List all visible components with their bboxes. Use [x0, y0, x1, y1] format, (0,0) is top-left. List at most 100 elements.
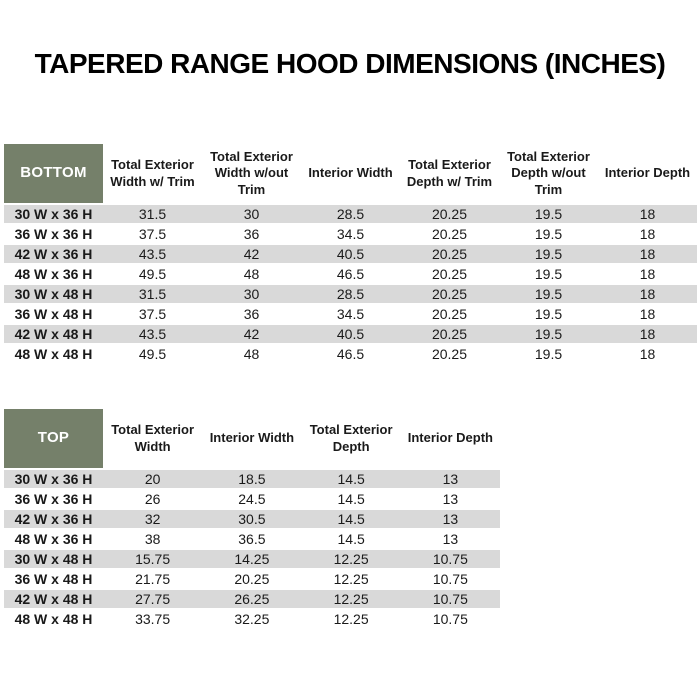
table-row: 48 W x 36 H 38 36.5 14.5 13: [4, 529, 500, 550]
dimension-value: 31.5: [103, 284, 202, 305]
dimension-value: 20.25: [400, 324, 499, 345]
dimension-value: 18: [598, 344, 697, 365]
column-header: Interior Depth: [598, 144, 697, 205]
top-dimensions-table: TOP Total Exterior Width Interior Width To…: [4, 409, 500, 630]
dimension-value: 18: [598, 264, 697, 285]
column-header: Total Exterior Width w/out Trim: [202, 144, 301, 205]
dimension-value: 24.5: [202, 489, 302, 510]
table-row: 42 W x 36 H 32 30.5 14.5 13: [4, 509, 500, 530]
top-header-row: TOP Total Exterior Width Interior Width To…: [4, 409, 500, 470]
dimension-value: 10.75: [400, 549, 500, 570]
dimension-value: 18.5: [202, 469, 302, 490]
dimension-value: 18: [598, 224, 697, 245]
dimension-value: 32.25: [202, 609, 302, 630]
dimension-value: 49.5: [103, 264, 202, 285]
column-header: Interior Width: [301, 144, 400, 205]
dimension-value: 19.5: [499, 324, 598, 345]
dimension-value: 32: [103, 509, 203, 530]
dimension-value: 37.5: [103, 224, 202, 245]
dimension-value: 18: [598, 324, 697, 345]
dimension-value: 30: [202, 284, 301, 305]
dimension-value: 13: [400, 509, 500, 530]
dimension-value: 31.5: [103, 204, 202, 225]
size-label: 30 W x 36 H: [4, 204, 103, 225]
top-table-label: TOP: [4, 409, 103, 470]
table-row: 30 W x 36 H 20 18.5 14.5 13: [4, 469, 500, 490]
page-title: TAPERED RANGE HOOD DIMENSIONS (INCHES): [34, 48, 666, 79]
bottom-table-body: 30 W x 36 H 31.5 30 28.5 20.25 19.5 18 36 W x 3…: [4, 204, 697, 365]
column-header: Total Exterior Depth w/ Trim: [400, 144, 499, 205]
size-label: 48 W x 48 H: [4, 609, 103, 630]
bottom-table-label: BOTTOM: [4, 144, 103, 205]
dimension-value: 28.5: [301, 284, 400, 305]
size-label: 36 W x 48 H: [4, 569, 103, 590]
dimension-value: 42: [202, 324, 301, 345]
table-row: 42 W x 36 H 43.5 42 40.5 20.25 19.5 18: [4, 244, 697, 265]
dimension-value: 49.5: [103, 344, 202, 365]
dimension-value: 40.5: [301, 324, 400, 345]
dimension-value: 43.5: [103, 324, 202, 345]
dimension-value: 19.5: [499, 244, 598, 265]
dimension-value: 34.5: [301, 304, 400, 325]
dimension-value: 20.25: [400, 284, 499, 305]
dimension-value: 14.25: [202, 549, 302, 570]
table-row: 36 W x 48 H 21.75 20.25 12.25 10.75: [4, 569, 500, 590]
dimension-value: 13: [400, 489, 500, 510]
bottom-dimensions-table: BOTTOM Total Exterior Width w/ Trim Total…: [4, 144, 697, 365]
size-label: 48 W x 36 H: [4, 529, 103, 550]
dimension-value: 21.75: [103, 569, 203, 590]
dimension-value: 28.5: [301, 204, 400, 225]
dimension-value: 20.25: [400, 264, 499, 285]
top-table-header: TOP Total Exterior Width Interior Width To…: [4, 409, 500, 470]
table-row: 36 W x 36 H 37.5 36 34.5 20.25 19.5 18: [4, 224, 697, 245]
dimension-value: 30: [202, 204, 301, 225]
size-label: 48 W x 36 H: [4, 264, 103, 285]
dimension-value: 12.25: [301, 569, 401, 590]
dimension-value: 18: [598, 204, 697, 225]
column-header: Interior Depth: [400, 409, 500, 470]
column-header: Total Exterior Depth w/out Trim: [499, 144, 598, 205]
size-label: 30 W x 48 H: [4, 549, 103, 570]
dimension-value: 13: [400, 529, 500, 550]
bottom-header-row: BOTTOM Total Exterior Width w/ Trim Total…: [4, 144, 697, 205]
table-row: 48 W x 48 H 49.5 48 46.5 20.25 19.5 18: [4, 344, 697, 365]
top-table-body: 30 W x 36 H 20 18.5 14.5 13 36 W x 36 H 26 24.5…: [4, 469, 500, 630]
size-label: 30 W x 48 H: [4, 284, 103, 305]
dimension-value: 19.5: [499, 264, 598, 285]
dimension-value: 33.75: [103, 609, 203, 630]
dimension-value: 20.25: [202, 569, 302, 590]
column-header: Total Exterior Depth: [301, 409, 401, 470]
dimension-value: 46.5: [301, 264, 400, 285]
dimension-value: 10.75: [400, 609, 500, 630]
size-label: 36 W x 36 H: [4, 224, 103, 245]
size-label: 48 W x 48 H: [4, 344, 103, 365]
dimension-value: 10.75: [400, 589, 500, 610]
dimension-value: 10.75: [400, 569, 500, 590]
dimension-value: 37.5: [103, 304, 202, 325]
size-label: 42 W x 48 H: [4, 324, 103, 345]
column-header: Interior Width: [202, 409, 302, 470]
dimension-value: 20.25: [400, 244, 499, 265]
dimension-value: 12.25: [301, 609, 401, 630]
column-header: Total Exterior Width: [103, 409, 203, 470]
table-row: 48 W x 36 H 49.5 48 46.5 20.25 19.5 18: [4, 264, 697, 285]
dimension-value: 40.5: [301, 244, 400, 265]
dimension-value: 20.25: [400, 204, 499, 225]
dimension-value: 18: [598, 284, 697, 305]
dimension-value: 26: [103, 489, 203, 510]
table-row: 48 W x 48 H 33.75 32.25 12.25 10.75: [4, 609, 500, 630]
table-row: 42 W x 48 H 43.5 42 40.5 20.25 19.5 18: [4, 324, 697, 345]
dimension-value: 14.5: [301, 489, 401, 510]
dimension-value: 19.5: [499, 344, 598, 365]
dimension-value: 14.5: [301, 509, 401, 530]
dimension-value: 14.5: [301, 529, 401, 550]
dimension-value: 14.5: [301, 469, 401, 490]
dimension-value: 13: [400, 469, 500, 490]
dimension-value: 36: [202, 224, 301, 245]
dimension-value: 20: [103, 469, 203, 490]
table-row: 36 W x 36 H 26 24.5 14.5 13: [4, 489, 500, 510]
table-row: 42 W x 48 H 27.75 26.25 12.25 10.75: [4, 589, 500, 610]
size-label: 42 W x 36 H: [4, 244, 103, 265]
dimension-value: 36.5: [202, 529, 302, 550]
